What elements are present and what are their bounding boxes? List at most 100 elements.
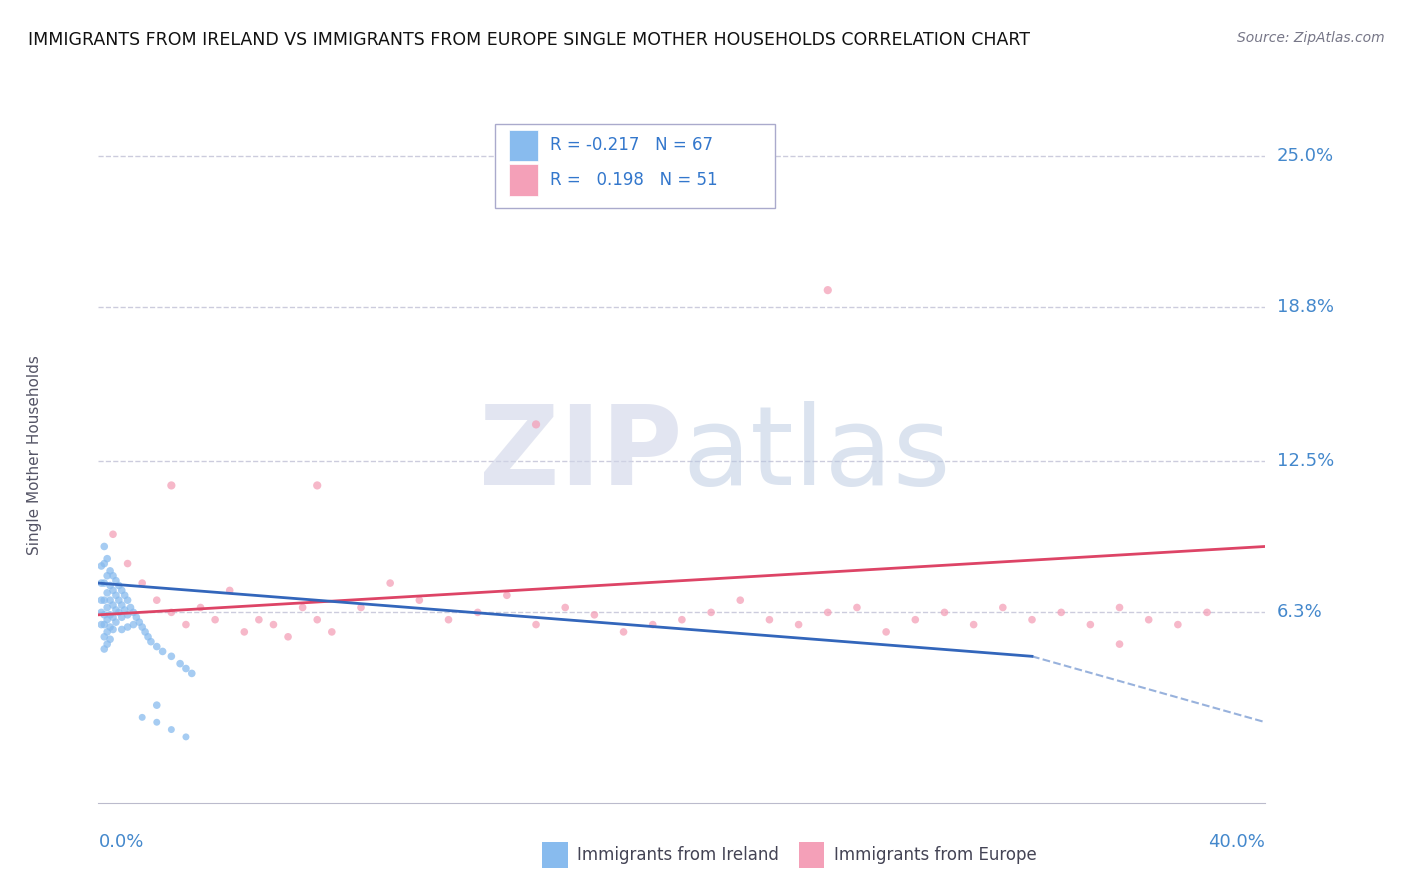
Point — [101, 527, 124, 541]
Point — [108, 606, 131, 620]
Point — [1108, 600, 1130, 615]
Text: ZIP: ZIP — [478, 401, 682, 508]
Point — [128, 615, 150, 629]
Point — [122, 606, 145, 620]
Point — [108, 593, 131, 607]
Text: Source: ZipAtlas.com: Source: ZipAtlas.com — [1237, 31, 1385, 45]
Point — [247, 613, 270, 627]
Point — [101, 623, 124, 637]
Point — [96, 551, 118, 566]
Point — [641, 617, 664, 632]
Point — [307, 613, 329, 627]
Point — [160, 606, 183, 620]
Point — [111, 583, 134, 598]
Point — [98, 593, 121, 607]
Text: 6.3%: 6.3% — [1277, 603, 1322, 622]
Point — [524, 417, 547, 432]
Point — [93, 630, 115, 644]
Point — [125, 610, 148, 624]
Point — [146, 698, 169, 713]
Point — [817, 283, 839, 297]
Point — [146, 640, 169, 654]
Point — [90, 559, 112, 574]
Point — [991, 600, 1014, 615]
Point — [408, 593, 430, 607]
Point — [1195, 606, 1218, 620]
Point — [307, 478, 329, 492]
FancyBboxPatch shape — [495, 124, 775, 208]
Point — [90, 617, 112, 632]
Point — [117, 593, 139, 607]
Point — [96, 586, 118, 600]
Text: atlas: atlas — [682, 401, 950, 508]
Point — [114, 603, 136, 617]
Point — [583, 607, 606, 622]
Point — [117, 620, 139, 634]
Point — [101, 598, 124, 612]
Text: R = -0.217   N = 67: R = -0.217 N = 67 — [550, 136, 713, 154]
Point — [96, 637, 118, 651]
Point — [96, 568, 118, 582]
Point — [90, 576, 112, 591]
Point — [496, 588, 519, 602]
Point — [111, 610, 134, 624]
Text: Single Mother Households: Single Mother Households — [27, 355, 42, 555]
Point — [93, 607, 115, 622]
Point — [467, 606, 489, 620]
Point — [93, 593, 115, 607]
Point — [96, 624, 118, 639]
Point — [277, 630, 299, 644]
Point — [98, 578, 121, 592]
Point — [139, 634, 162, 648]
Point — [350, 600, 373, 615]
Text: 40.0%: 40.0% — [1209, 833, 1265, 851]
Point — [146, 715, 169, 730]
Point — [1108, 637, 1130, 651]
Point — [114, 588, 136, 602]
Point — [160, 478, 183, 492]
Text: 0.0%: 0.0% — [98, 833, 143, 851]
Point — [758, 613, 780, 627]
Point — [1050, 606, 1073, 620]
Point — [104, 615, 127, 629]
Text: Immigrants from Ireland: Immigrants from Ireland — [576, 846, 779, 864]
Point — [180, 666, 202, 681]
Point — [98, 564, 121, 578]
Point — [218, 583, 240, 598]
Point — [101, 583, 124, 598]
Point — [96, 600, 118, 615]
Point — [380, 576, 402, 591]
Point — [93, 576, 115, 591]
Point — [962, 617, 984, 632]
Point — [93, 540, 115, 554]
Point — [90, 593, 112, 607]
Point — [671, 613, 693, 627]
Point — [96, 613, 118, 627]
Text: Immigrants from Europe: Immigrants from Europe — [834, 846, 1036, 864]
Point — [104, 603, 127, 617]
Text: R =   0.198   N = 51: R = 0.198 N = 51 — [550, 171, 717, 189]
Point — [146, 593, 169, 607]
Point — [131, 620, 153, 634]
Point — [291, 600, 314, 615]
Text: IMMIGRANTS FROM IRELAND VS IMMIGRANTS FROM EUROPE SINGLE MOTHER HOUSEHOLDS CORRE: IMMIGRANTS FROM IRELAND VS IMMIGRANTS FR… — [28, 31, 1031, 49]
FancyBboxPatch shape — [509, 129, 538, 161]
Point — [1137, 613, 1160, 627]
Point — [1021, 613, 1043, 627]
Point — [152, 644, 174, 658]
Point — [846, 600, 869, 615]
Point — [160, 649, 183, 664]
Point — [817, 606, 839, 620]
Point — [117, 557, 139, 571]
Point — [787, 617, 810, 632]
Point — [117, 607, 139, 622]
Point — [174, 730, 197, 744]
Point — [437, 613, 460, 627]
Point — [131, 710, 153, 724]
Point — [101, 610, 124, 624]
Point — [104, 574, 127, 588]
Point — [111, 623, 134, 637]
Text: 12.5%: 12.5% — [1277, 452, 1334, 470]
Point — [730, 593, 752, 607]
Point — [93, 642, 115, 657]
